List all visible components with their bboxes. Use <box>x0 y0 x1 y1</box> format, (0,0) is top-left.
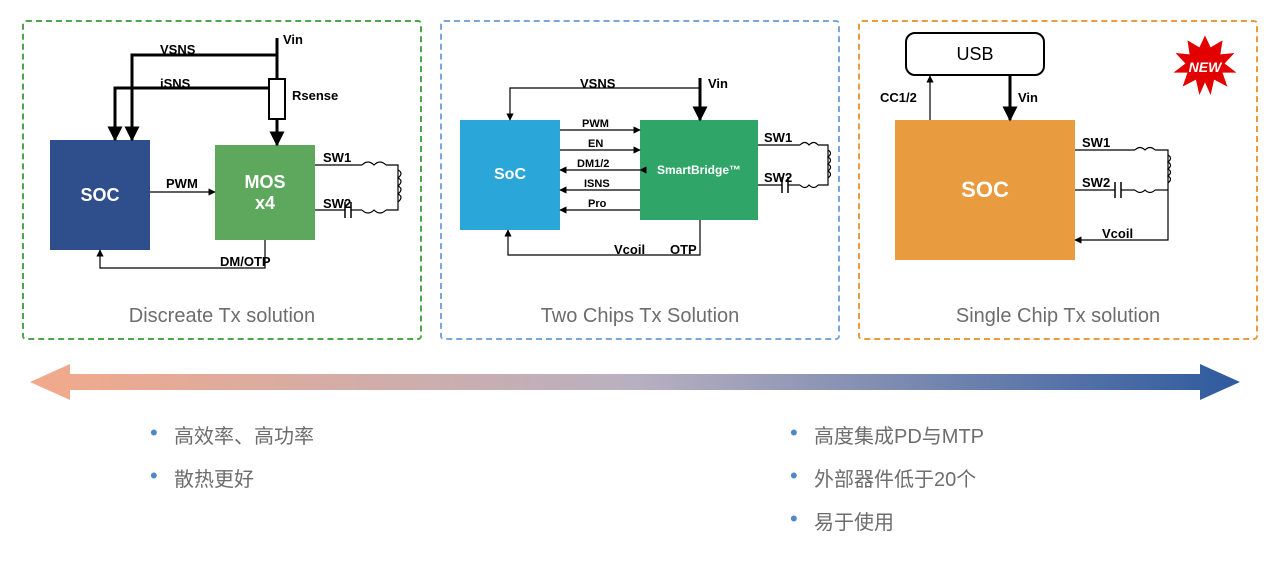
bullet-right-1: 外部器件低于20个 <box>790 463 984 492</box>
bullet-right-0: 高度集成PD与MTP <box>790 420 984 449</box>
lbl-vin-3: Vin <box>1018 90 1038 105</box>
svg-text:NEW: NEW <box>1189 59 1223 75</box>
bullet-left-0: 高效率、高功率 <box>150 420 314 449</box>
gradient-arrow <box>30 362 1240 402</box>
lbl-vcoil-3: Vcoil <box>1102 226 1133 241</box>
bullets-right: 高度集成PD与MTP 外部器件低于20个 易于使用 <box>790 420 984 549</box>
new-badge: NEW <box>1170 32 1230 92</box>
bullets-left: 高效率、高功率 散热更好 <box>150 420 314 506</box>
bullet-right-2: 易于使用 <box>790 506 984 535</box>
wires-single <box>0 0 1268 340</box>
lbl-cc12: CC1/2 <box>880 90 917 105</box>
lbl-sw2-3: SW2 <box>1082 175 1110 190</box>
bullet-left-1: 散热更好 <box>150 463 314 492</box>
lbl-sw1-3: SW1 <box>1082 135 1110 150</box>
